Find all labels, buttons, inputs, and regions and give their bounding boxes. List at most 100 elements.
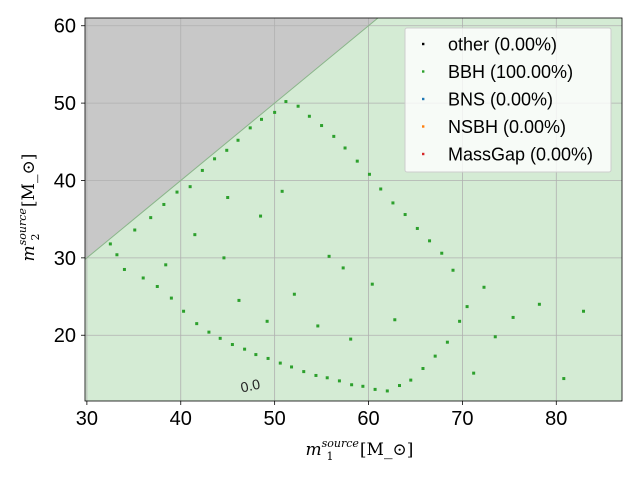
axis-ticks: 30 40 50 60 70 80 20 30 40 50 60 <box>54 16 568 430</box>
data-point <box>108 242 112 246</box>
data-point <box>296 104 300 108</box>
legend-label: BBH (100.00%) <box>448 62 573 82</box>
data-point <box>421 367 425 371</box>
data-point <box>327 254 331 258</box>
x-tick-label: 40 <box>170 408 192 430</box>
data-point <box>349 337 353 341</box>
data-point <box>265 319 269 323</box>
data-point <box>415 226 419 230</box>
data-point <box>445 340 449 344</box>
x-tick-label: 50 <box>264 408 286 430</box>
label-base: m <box>306 440 322 460</box>
data-point <box>472 371 476 375</box>
data-point <box>280 189 284 193</box>
data-point <box>465 305 469 309</box>
data-point <box>243 347 247 351</box>
data-point <box>314 373 318 377</box>
legend-box <box>404 27 612 173</box>
x-axis-label: msource 1 [M_⊙] <box>306 437 414 463</box>
data-point <box>373 387 377 391</box>
legend-marker <box>422 70 425 73</box>
data-point <box>115 253 119 257</box>
data-point <box>230 343 234 347</box>
data-point <box>182 309 186 313</box>
data-point <box>428 239 432 243</box>
data-point <box>409 378 413 382</box>
legend-label: other (0.00%) <box>448 35 557 55</box>
data-point <box>316 324 320 328</box>
data-point <box>236 138 240 142</box>
data-point <box>259 214 263 218</box>
data-point <box>562 377 566 381</box>
data-point <box>391 201 395 205</box>
data-point <box>259 117 263 121</box>
data-point <box>370 282 374 286</box>
grid <box>85 18 622 401</box>
data-point <box>218 336 222 340</box>
data-point <box>537 302 541 306</box>
legend-label: BNS (0.00%) <box>448 90 553 110</box>
data-point <box>248 126 252 130</box>
label-sub: 2 <box>29 233 42 240</box>
x-tick-label: 60 <box>357 408 379 430</box>
contour-label: 0.0 <box>239 376 262 396</box>
data-point <box>350 383 354 387</box>
label-sup: source <box>16 208 29 246</box>
data-point <box>284 100 288 104</box>
legend-marker <box>422 152 425 156</box>
data-point <box>141 276 145 280</box>
data-point <box>341 266 345 270</box>
data-point <box>361 384 365 388</box>
legend-label: MassGap (0.00%) <box>448 145 593 165</box>
x-tick-label: 80 <box>545 408 567 430</box>
data-point <box>155 284 159 288</box>
y-tick-label: 20 <box>54 325 76 347</box>
data-point <box>169 296 173 300</box>
data-point <box>511 315 515 319</box>
data-point <box>302 370 306 374</box>
data-point <box>493 335 497 339</box>
data-point <box>440 251 444 255</box>
data-point <box>433 354 437 358</box>
y-tick-label: 30 <box>54 248 76 270</box>
data-point <box>225 148 229 152</box>
data-point <box>237 298 241 302</box>
data-point <box>355 159 359 163</box>
data-point <box>200 168 204 172</box>
data-point <box>122 267 126 271</box>
data-point <box>195 322 199 326</box>
data-point <box>164 263 168 267</box>
legend-marker <box>422 97 425 101</box>
legend: other (0.00%) BBH (100.00%) BNS (0.00%) NSB… <box>404 27 612 173</box>
data-point <box>367 172 371 176</box>
y-axis-label: msource2 [M_⊙] <box>16 154 42 262</box>
y-tick-label: 60 <box>54 16 76 38</box>
data-point <box>266 356 270 360</box>
data-point <box>292 292 296 296</box>
data-point <box>482 285 486 289</box>
data-point <box>226 196 230 200</box>
label-rest: [M_⊙] <box>360 440 413 460</box>
data-point <box>337 379 341 383</box>
data-point <box>343 146 347 150</box>
data-point <box>273 110 277 114</box>
x-tick-label: 30 <box>76 408 98 430</box>
data-point <box>582 309 586 313</box>
label-base: m <box>19 245 39 261</box>
data-point <box>213 157 217 161</box>
data-point <box>290 365 294 369</box>
label-rest: [M_⊙] <box>19 154 39 207</box>
data-point <box>393 318 397 322</box>
data-point <box>254 353 258 357</box>
data-point <box>149 216 153 220</box>
y-tick-label: 50 <box>54 93 76 115</box>
data-point <box>451 268 455 272</box>
data-point <box>193 233 197 237</box>
data-point <box>175 190 179 194</box>
data-point <box>162 202 166 206</box>
data-point <box>320 124 324 128</box>
data-point <box>278 361 282 365</box>
data-point <box>379 187 383 191</box>
data-point <box>398 384 402 388</box>
